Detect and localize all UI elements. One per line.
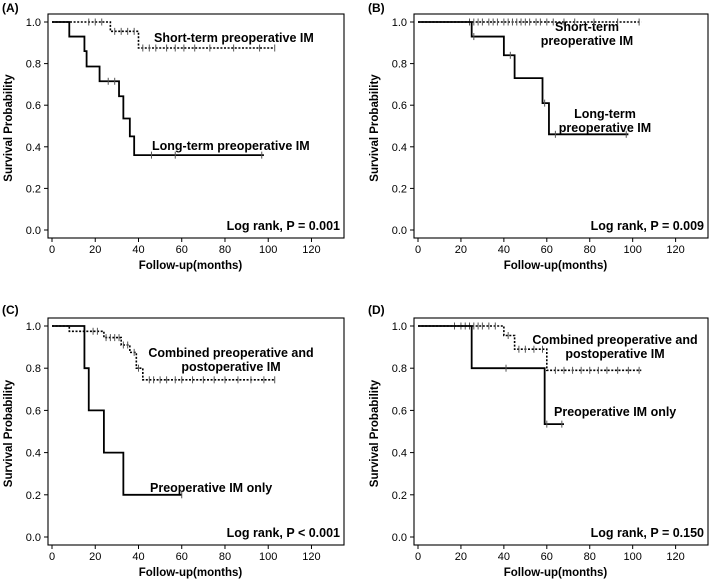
curve-label-short-term: Short-term preoperative IM (154, 31, 314, 45)
y-axis-title: Survival Probability (3, 74, 15, 182)
plot-frame (47, 317, 345, 546)
x-tick-label: 0 (49, 244, 55, 256)
survival-curve (52, 21, 264, 157)
x-tick-label: 40 (498, 551, 510, 563)
y-tick-label: 0.0 (392, 532, 407, 544)
y-tick-label: 1.0 (26, 17, 41, 29)
x-tick-label: 100 (623, 244, 641, 256)
y-tick-label: 0.2 (392, 183, 407, 195)
y-tick-label: 0.6 (392, 100, 407, 112)
y-tick-label: 0.8 (26, 363, 41, 375)
x-axis-title: Follow-up(months) (504, 260, 608, 272)
plot-frame (413, 317, 709, 546)
y-tick-label: 0.6 (392, 405, 407, 417)
y-tick-label: 0.8 (26, 59, 41, 71)
y-tick-label: 1.0 (392, 321, 407, 333)
x-tick-label: 20 (455, 551, 467, 563)
log-rank-annotation: Log rank, P < 0.001 (227, 526, 340, 540)
y-tick-label: 0.6 (26, 100, 41, 112)
curve-label-preop-only: Preoperative IM only (150, 481, 272, 495)
y-tick-label: 0.2 (26, 490, 41, 502)
x-tick-label: 120 (302, 244, 320, 256)
x-tick-label: 60 (541, 551, 553, 563)
curve-label-long-term: Long-term preoperative IM (559, 107, 651, 135)
y-tick-label: 0.4 (392, 448, 407, 460)
y-tick-label: 1.0 (26, 321, 41, 333)
y-axis-title: Survival Probability (3, 379, 15, 487)
x-tick-label: 40 (498, 244, 510, 256)
x-tick-label: 120 (302, 551, 320, 563)
panel-label: (A) (2, 1, 19, 15)
log-rank-annotation: Log rank, P = 0.009 (591, 219, 704, 233)
survival-curve (418, 21, 629, 136)
panel-label: (B) (368, 1, 385, 15)
x-tick-label: 40 (132, 551, 144, 563)
x-tick-label: 80 (219, 551, 231, 563)
plot-frame (47, 13, 345, 239)
panel-b: (B) Survival Probability Follow-up(month… (368, 1, 709, 272)
x-tick-label: 0 (415, 244, 421, 256)
curve-label-preop-only: Preoperative IM only (554, 405, 676, 419)
panel-a: (A) Survival Probability Follow-up(month… (2, 1, 345, 272)
x-tick-label: 20 (455, 244, 467, 256)
panel-c: (C) Survival Probability Follow-up(month… (2, 303, 345, 579)
x-tick-label: 20 (89, 244, 101, 256)
x-tick-label: 100 (259, 244, 277, 256)
curve-label-combined: Combined preoperative and postoperative I… (532, 333, 697, 361)
curve-label-combined: Combined preoperative and postoperative I… (148, 346, 313, 374)
y-axis-title: Survival Probability (369, 74, 381, 182)
y-tick-label: 0.8 (392, 59, 407, 71)
panel-d: (D) Survival Probability Follow-up(month… (368, 303, 709, 579)
log-rank-annotation: Log rank, P = 0.150 (591, 526, 704, 540)
x-axis-title: Follow-up(months) (139, 260, 243, 272)
x-tick-label: 60 (541, 244, 553, 256)
x-tick-label: 100 (259, 551, 277, 563)
x-tick-label: 0 (415, 551, 421, 563)
survival-curve (52, 325, 182, 496)
x-axis-title: Follow-up(months) (504, 567, 608, 579)
panel-label: (D) (368, 303, 385, 317)
y-tick-label: 0.2 (26, 183, 41, 195)
x-tick-label: 80 (219, 244, 231, 256)
x-tick-label: 40 (132, 244, 144, 256)
survival-curve (52, 21, 275, 49)
x-tick-label: 120 (666, 551, 684, 563)
y-axis-title: Survival Probability (369, 379, 381, 487)
survival-curve (418, 325, 564, 426)
survival-curve (418, 325, 642, 372)
x-tick-label: 120 (666, 244, 684, 256)
x-axis-title: Follow-up(months) (139, 567, 243, 579)
x-tick-label: 100 (623, 551, 641, 563)
y-tick-label: 0.0 (26, 532, 41, 544)
y-tick-label: 0.2 (392, 490, 407, 502)
curve-label-short-term: Short-term preoperative IM (541, 20, 633, 48)
y-tick-label: 0.0 (392, 225, 407, 237)
x-tick-label: 60 (176, 244, 188, 256)
x-tick-label: 0 (49, 551, 55, 563)
x-tick-label: 20 (89, 551, 101, 563)
x-tick-label: 60 (176, 551, 188, 563)
y-tick-label: 0.4 (26, 448, 41, 460)
y-tick-label: 1.0 (392, 17, 407, 29)
y-tick-label: 0.4 (392, 142, 407, 154)
x-tick-label: 80 (584, 551, 596, 563)
y-tick-label: 0.8 (392, 363, 407, 375)
y-tick-label: 0.6 (26, 405, 41, 417)
y-tick-label: 0.0 (26, 225, 41, 237)
curve-label-long-term: Long-term preoperative IM (152, 139, 310, 153)
x-tick-label: 80 (584, 244, 596, 256)
panel-label: (C) (2, 303, 19, 317)
y-tick-label: 0.4 (26, 142, 41, 154)
log-rank-annotation: Log rank, P = 0.001 (227, 219, 340, 233)
plot-frame (413, 13, 709, 239)
